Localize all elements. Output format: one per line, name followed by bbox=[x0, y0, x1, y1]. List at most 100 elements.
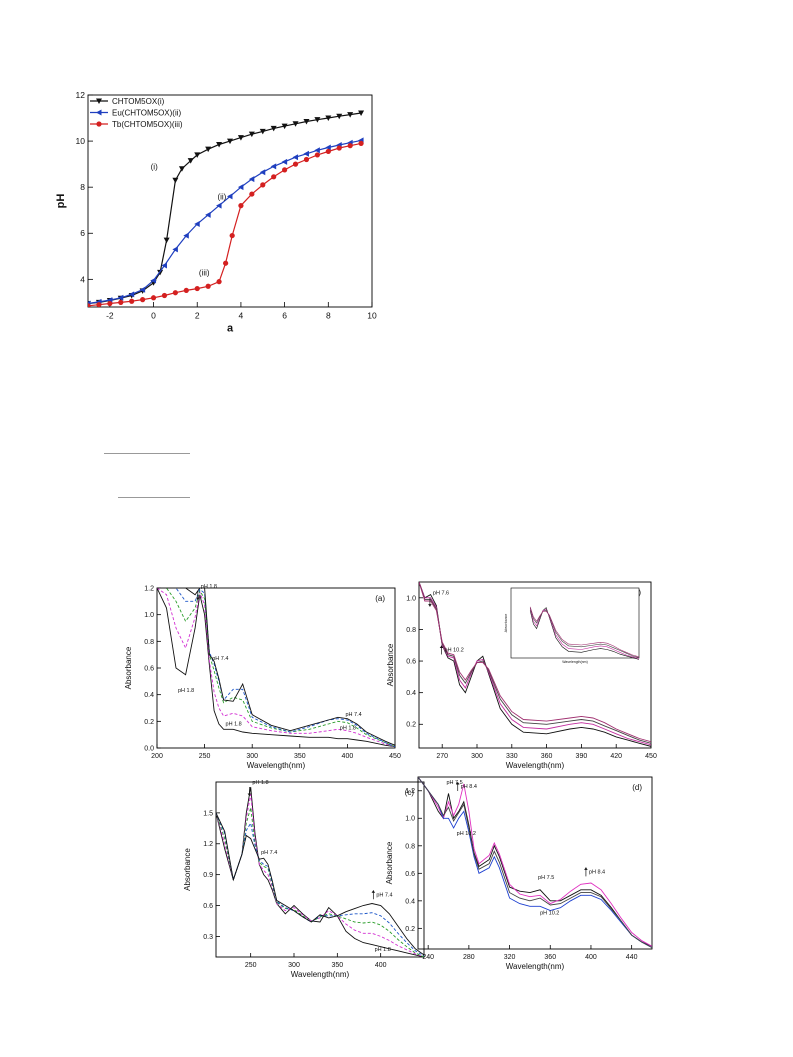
data-point bbox=[237, 135, 244, 141]
x-tick-label: 350 bbox=[294, 753, 306, 760]
annotation-arrowhead bbox=[195, 597, 200, 600]
series-line-2 bbox=[216, 807, 424, 957]
data-point bbox=[260, 182, 266, 188]
legend-entry: Tb(CHTOM5OX)(iii) bbox=[112, 120, 183, 129]
data-point bbox=[314, 147, 320, 154]
series-line-3 bbox=[419, 582, 651, 743]
data-point bbox=[150, 277, 157, 284]
series-line-2 bbox=[419, 582, 651, 744]
y-tick-label: 8 bbox=[80, 182, 85, 192]
y-tick-label: 0.6 bbox=[406, 658, 416, 665]
data-point bbox=[281, 158, 288, 165]
data-point bbox=[172, 246, 178, 253]
x-tick-label: 440 bbox=[626, 954, 638, 961]
data-point bbox=[223, 260, 229, 266]
data-point bbox=[205, 211, 211, 218]
annotation-label: pH 10.2 bbox=[457, 831, 476, 837]
data-point bbox=[187, 158, 194, 164]
data-point bbox=[229, 232, 235, 239]
data-point bbox=[303, 156, 310, 163]
panel-label: (a) bbox=[375, 594, 385, 603]
x-tick-label: 280 bbox=[463, 954, 475, 961]
series-line-0 bbox=[88, 112, 362, 305]
y-tick-label: 4 bbox=[80, 274, 85, 284]
x-tick-label: 6 bbox=[282, 311, 287, 321]
y-tick-label: 6 bbox=[80, 228, 85, 238]
x-tick-label: 390 bbox=[576, 753, 588, 760]
data-point bbox=[314, 117, 321, 123]
series-line-1 bbox=[418, 777, 652, 947]
plot-frame bbox=[417, 776, 653, 950]
data-point bbox=[88, 303, 91, 307]
inset-series-line-0 bbox=[529, 607, 640, 660]
series-line-1 bbox=[157, 588, 395, 748]
data-point bbox=[172, 290, 178, 296]
chart-spec_a: 200 250 300 350 400 450 0.0 0.2 0.4 0.6 0.8 1.0 1.2 W… bbox=[124, 584, 401, 770]
annotation-arrowhead bbox=[584, 867, 588, 870]
y-tick-label: 1.0 bbox=[406, 595, 416, 602]
x-tick-label: 250 bbox=[199, 753, 211, 760]
series-line-3 bbox=[157, 588, 395, 748]
data-point bbox=[347, 143, 353, 149]
y-tick-label: 1.2 bbox=[203, 841, 213, 848]
data-point bbox=[150, 295, 157, 301]
x-tick-label: 330 bbox=[506, 753, 518, 760]
y-tick-label: 10 bbox=[76, 136, 86, 146]
y-axis-label: Absorbance bbox=[183, 848, 192, 891]
legend-entry: CHTOM5OX(i) bbox=[112, 97, 165, 106]
plot-frame bbox=[156, 587, 396, 749]
y-tick-label: 0.6 bbox=[203, 903, 213, 910]
x-tick-label: 8 bbox=[326, 311, 331, 321]
data-point bbox=[172, 177, 179, 184]
data-point bbox=[129, 298, 135, 304]
x-tick-label: 240 bbox=[422, 954, 434, 961]
series-line-1 bbox=[88, 139, 362, 305]
y-tick-label: 0.6 bbox=[405, 871, 415, 878]
data-point bbox=[205, 283, 211, 289]
plot-frame bbox=[418, 581, 652, 749]
series-label: (i) bbox=[151, 162, 158, 171]
data-point bbox=[238, 203, 244, 209]
y-tick-label: 0.0 bbox=[144, 745, 154, 752]
y-tick-label: 12 bbox=[76, 90, 86, 100]
plot-area bbox=[157, 588, 395, 748]
y-axis-label: Absorbance bbox=[385, 841, 394, 884]
data-point bbox=[205, 146, 212, 153]
data-point bbox=[259, 169, 266, 176]
data-point bbox=[227, 138, 233, 145]
x-tick-label: 420 bbox=[610, 753, 622, 760]
data-point bbox=[96, 302, 102, 307]
data-point bbox=[325, 148, 331, 155]
series-line-2 bbox=[157, 588, 395, 748]
inset-y-axis-label: Absorbance bbox=[504, 614, 508, 633]
x-tick-label: 300 bbox=[288, 962, 300, 969]
series-line-4 bbox=[157, 588, 395, 746]
data-point bbox=[270, 163, 277, 170]
x-axis-label: a bbox=[227, 323, 234, 335]
plot-frame bbox=[87, 94, 373, 308]
data-point bbox=[118, 299, 124, 305]
y-axis-label: Absorbance bbox=[124, 646, 133, 689]
series-line-3 bbox=[418, 777, 652, 948]
x-tick-label: 4 bbox=[239, 311, 244, 321]
x-tick-label: 400 bbox=[342, 753, 354, 760]
annotation-arrowhead bbox=[439, 645, 444, 649]
data-point bbox=[248, 176, 255, 183]
y-tick-label: 0.8 bbox=[144, 639, 154, 646]
x-tick-label: 10 bbox=[367, 311, 377, 321]
plot-area bbox=[418, 777, 652, 948]
series-line-0 bbox=[418, 777, 652, 947]
data-point bbox=[271, 174, 277, 180]
series-line-1 bbox=[419, 582, 651, 746]
annotation-label: pH 7.5 bbox=[446, 780, 462, 786]
series-line-2 bbox=[418, 777, 652, 948]
chart-spec_d: 240 280 320 360 400 440 0.2 0.4 0.6 0.8 1.0 1.2 Wave… bbox=[385, 776, 653, 971]
y-tick-label: 0.4 bbox=[405, 898, 415, 905]
data-point bbox=[292, 154, 299, 161]
x-tick-label: 250 bbox=[245, 962, 257, 969]
data-point bbox=[336, 145, 342, 151]
annotation-label: pH 7.4 bbox=[261, 850, 277, 856]
y-tick-label: 1.2 bbox=[144, 585, 154, 592]
inset-series-line-3 bbox=[529, 606, 640, 658]
